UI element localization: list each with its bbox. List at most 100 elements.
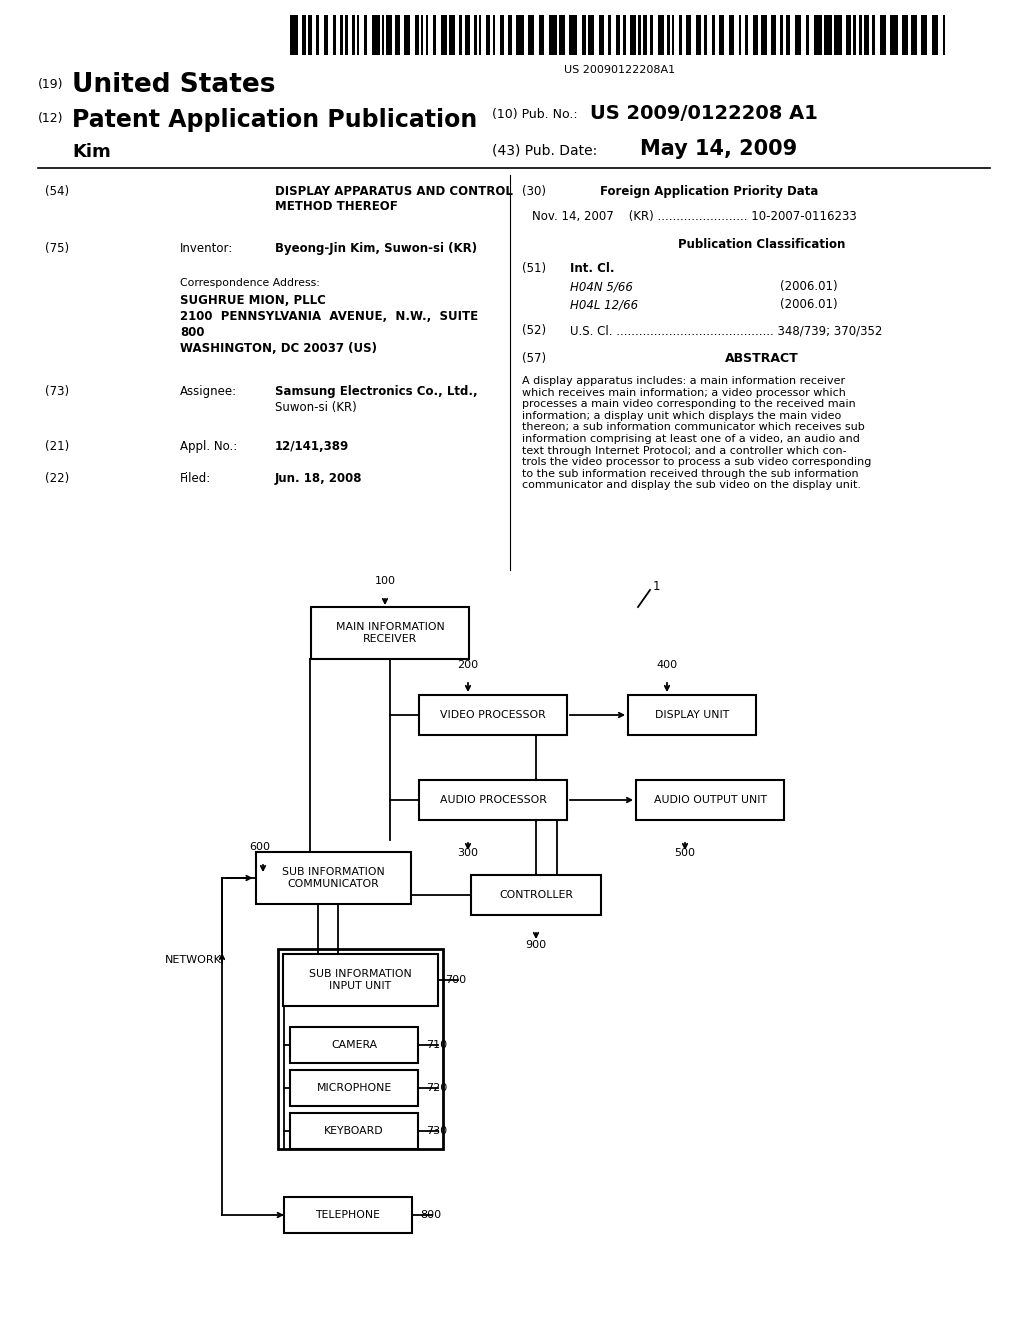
Text: TELEPHONE: TELEPHONE <box>315 1210 381 1220</box>
Text: (19): (19) <box>38 78 63 91</box>
Bar <box>588 15 594 55</box>
Text: 2100  PENNSYLVANIA  AVENUE,  N.W.,  SUITE: 2100 PENNSYLVANIA AVENUE, N.W., SUITE <box>180 310 478 323</box>
Bar <box>686 15 691 55</box>
Text: 500: 500 <box>675 847 695 858</box>
Bar <box>719 15 724 55</box>
Bar <box>745 15 748 55</box>
Bar <box>283 954 437 1006</box>
Text: (21): (21) <box>45 440 70 453</box>
Text: (30): (30) <box>522 185 546 198</box>
Bar <box>853 15 856 55</box>
Bar <box>324 15 328 55</box>
Bar <box>911 15 918 55</box>
Text: 1: 1 <box>653 579 660 593</box>
Bar <box>729 15 734 55</box>
Text: NETWORK: NETWORK <box>165 954 221 965</box>
Bar <box>658 15 664 55</box>
Text: US 2009/0122208 A1: US 2009/0122208 A1 <box>590 104 818 123</box>
Text: 100: 100 <box>375 576 395 586</box>
Bar <box>459 15 462 55</box>
Bar <box>608 15 611 55</box>
Text: 800: 800 <box>180 326 205 339</box>
Text: CAMERA: CAMERA <box>331 1040 377 1049</box>
Bar <box>921 15 927 55</box>
Bar <box>345 15 348 55</box>
Bar <box>449 15 455 55</box>
Text: 400: 400 <box>656 660 678 671</box>
Bar <box>643 15 647 55</box>
Bar <box>864 15 869 55</box>
Bar <box>599 15 604 55</box>
Text: 800: 800 <box>420 1210 441 1220</box>
Bar <box>290 1071 418 1106</box>
Text: 900: 900 <box>525 940 547 950</box>
Bar <box>705 15 707 55</box>
Bar <box>290 1027 418 1063</box>
Text: Patent Application Publication: Patent Application Publication <box>72 108 477 132</box>
Text: Int. Cl.: Int. Cl. <box>570 261 614 275</box>
Bar <box>278 949 442 1148</box>
Text: (43) Pub. Date:: (43) Pub. Date: <box>492 143 597 157</box>
Text: 300: 300 <box>458 847 478 858</box>
Bar <box>284 1197 412 1233</box>
Bar <box>404 15 410 55</box>
Bar <box>696 15 701 55</box>
Text: A display apparatus includes: a main information receiver
which receives main in: A display apparatus includes: a main inf… <box>522 376 871 491</box>
Text: US 20090122208A1: US 20090122208A1 <box>564 65 676 75</box>
Bar <box>902 15 908 55</box>
Text: DISPLAY UNIT: DISPLAY UNIT <box>655 710 729 719</box>
Bar <box>679 15 682 55</box>
Text: AUDIO OUTPUT UNIT: AUDIO OUTPUT UNIT <box>653 795 767 805</box>
Bar <box>528 15 534 55</box>
Bar <box>846 15 851 55</box>
Bar <box>302 15 306 55</box>
Bar <box>415 15 419 55</box>
Bar <box>650 15 653 55</box>
Text: KEYBOARD: KEYBOARD <box>325 1126 384 1137</box>
Bar <box>824 15 831 55</box>
Bar <box>441 15 447 55</box>
Bar <box>426 15 428 55</box>
Text: (51): (51) <box>522 261 546 275</box>
Bar <box>616 15 620 55</box>
Text: Foreign Application Priority Data: Foreign Application Priority Data <box>600 185 818 198</box>
Bar <box>932 15 938 55</box>
Bar <box>471 875 601 915</box>
Text: SUB INFORMATION
INPUT UNIT: SUB INFORMATION INPUT UNIT <box>308 969 412 991</box>
Bar <box>395 15 400 55</box>
Text: Filed:: Filed: <box>180 473 211 484</box>
Bar <box>508 15 512 55</box>
Bar <box>753 15 758 55</box>
Text: ABSTRACT: ABSTRACT <box>725 352 799 366</box>
Bar <box>316 15 319 55</box>
Text: (75): (75) <box>45 242 70 255</box>
Text: H04L 12/66: H04L 12/66 <box>570 298 638 312</box>
Text: Byeong-Jin Kim, Suwon-si (KR): Byeong-Jin Kim, Suwon-si (KR) <box>275 242 477 255</box>
Bar <box>859 15 862 55</box>
Text: (10) Pub. No.:: (10) Pub. No.: <box>492 108 578 121</box>
Text: H04N 5/66: H04N 5/66 <box>570 280 633 293</box>
Bar <box>636 780 784 820</box>
Text: SUB INFORMATION
COMMUNICATOR: SUB INFORMATION COMMUNICATOR <box>282 867 384 888</box>
Bar <box>479 15 481 55</box>
Bar <box>549 15 557 55</box>
Bar <box>352 15 355 55</box>
Text: (2006.01): (2006.01) <box>780 298 838 312</box>
Text: DISPLAY APPARATUS AND CONTROL
METHOD THEREOF: DISPLAY APPARATUS AND CONTROL METHOD THE… <box>275 185 513 213</box>
Bar <box>780 15 783 55</box>
Bar <box>333 15 336 55</box>
Text: 12/141,389: 12/141,389 <box>275 440 349 453</box>
Bar <box>516 15 524 55</box>
Bar <box>290 1113 418 1148</box>
Bar <box>786 15 790 55</box>
Bar <box>256 851 411 904</box>
Text: (73): (73) <box>45 385 70 399</box>
Text: Nov. 14, 2007    (KR) ........................ 10-2007-0116233: Nov. 14, 2007 (KR) .....................… <box>532 210 857 223</box>
Text: WASHINGTON, DC 20037 (US): WASHINGTON, DC 20037 (US) <box>180 342 377 355</box>
Text: May 14, 2009: May 14, 2009 <box>640 139 798 158</box>
Text: 600: 600 <box>250 842 270 851</box>
Bar <box>493 15 495 55</box>
Bar <box>357 15 359 55</box>
Text: (54): (54) <box>45 185 70 198</box>
Bar <box>372 15 380 55</box>
